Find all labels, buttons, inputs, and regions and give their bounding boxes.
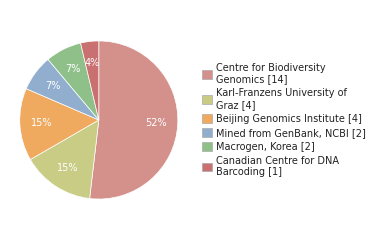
Text: 7%: 7%	[46, 81, 61, 91]
Text: 15%: 15%	[57, 162, 78, 173]
Text: 7%: 7%	[66, 64, 81, 74]
Wedge shape	[81, 41, 99, 120]
Wedge shape	[90, 41, 178, 199]
Wedge shape	[30, 120, 99, 198]
Text: 15%: 15%	[31, 118, 53, 128]
Wedge shape	[26, 60, 99, 120]
Text: 52%: 52%	[145, 118, 166, 128]
Wedge shape	[48, 43, 99, 120]
Wedge shape	[20, 89, 99, 160]
Text: 4%: 4%	[85, 59, 100, 68]
Legend: Centre for Biodiversity
Genomics [14], Karl-Franzens University of
Graz [4], Bei: Centre for Biodiversity Genomics [14], K…	[203, 63, 366, 177]
